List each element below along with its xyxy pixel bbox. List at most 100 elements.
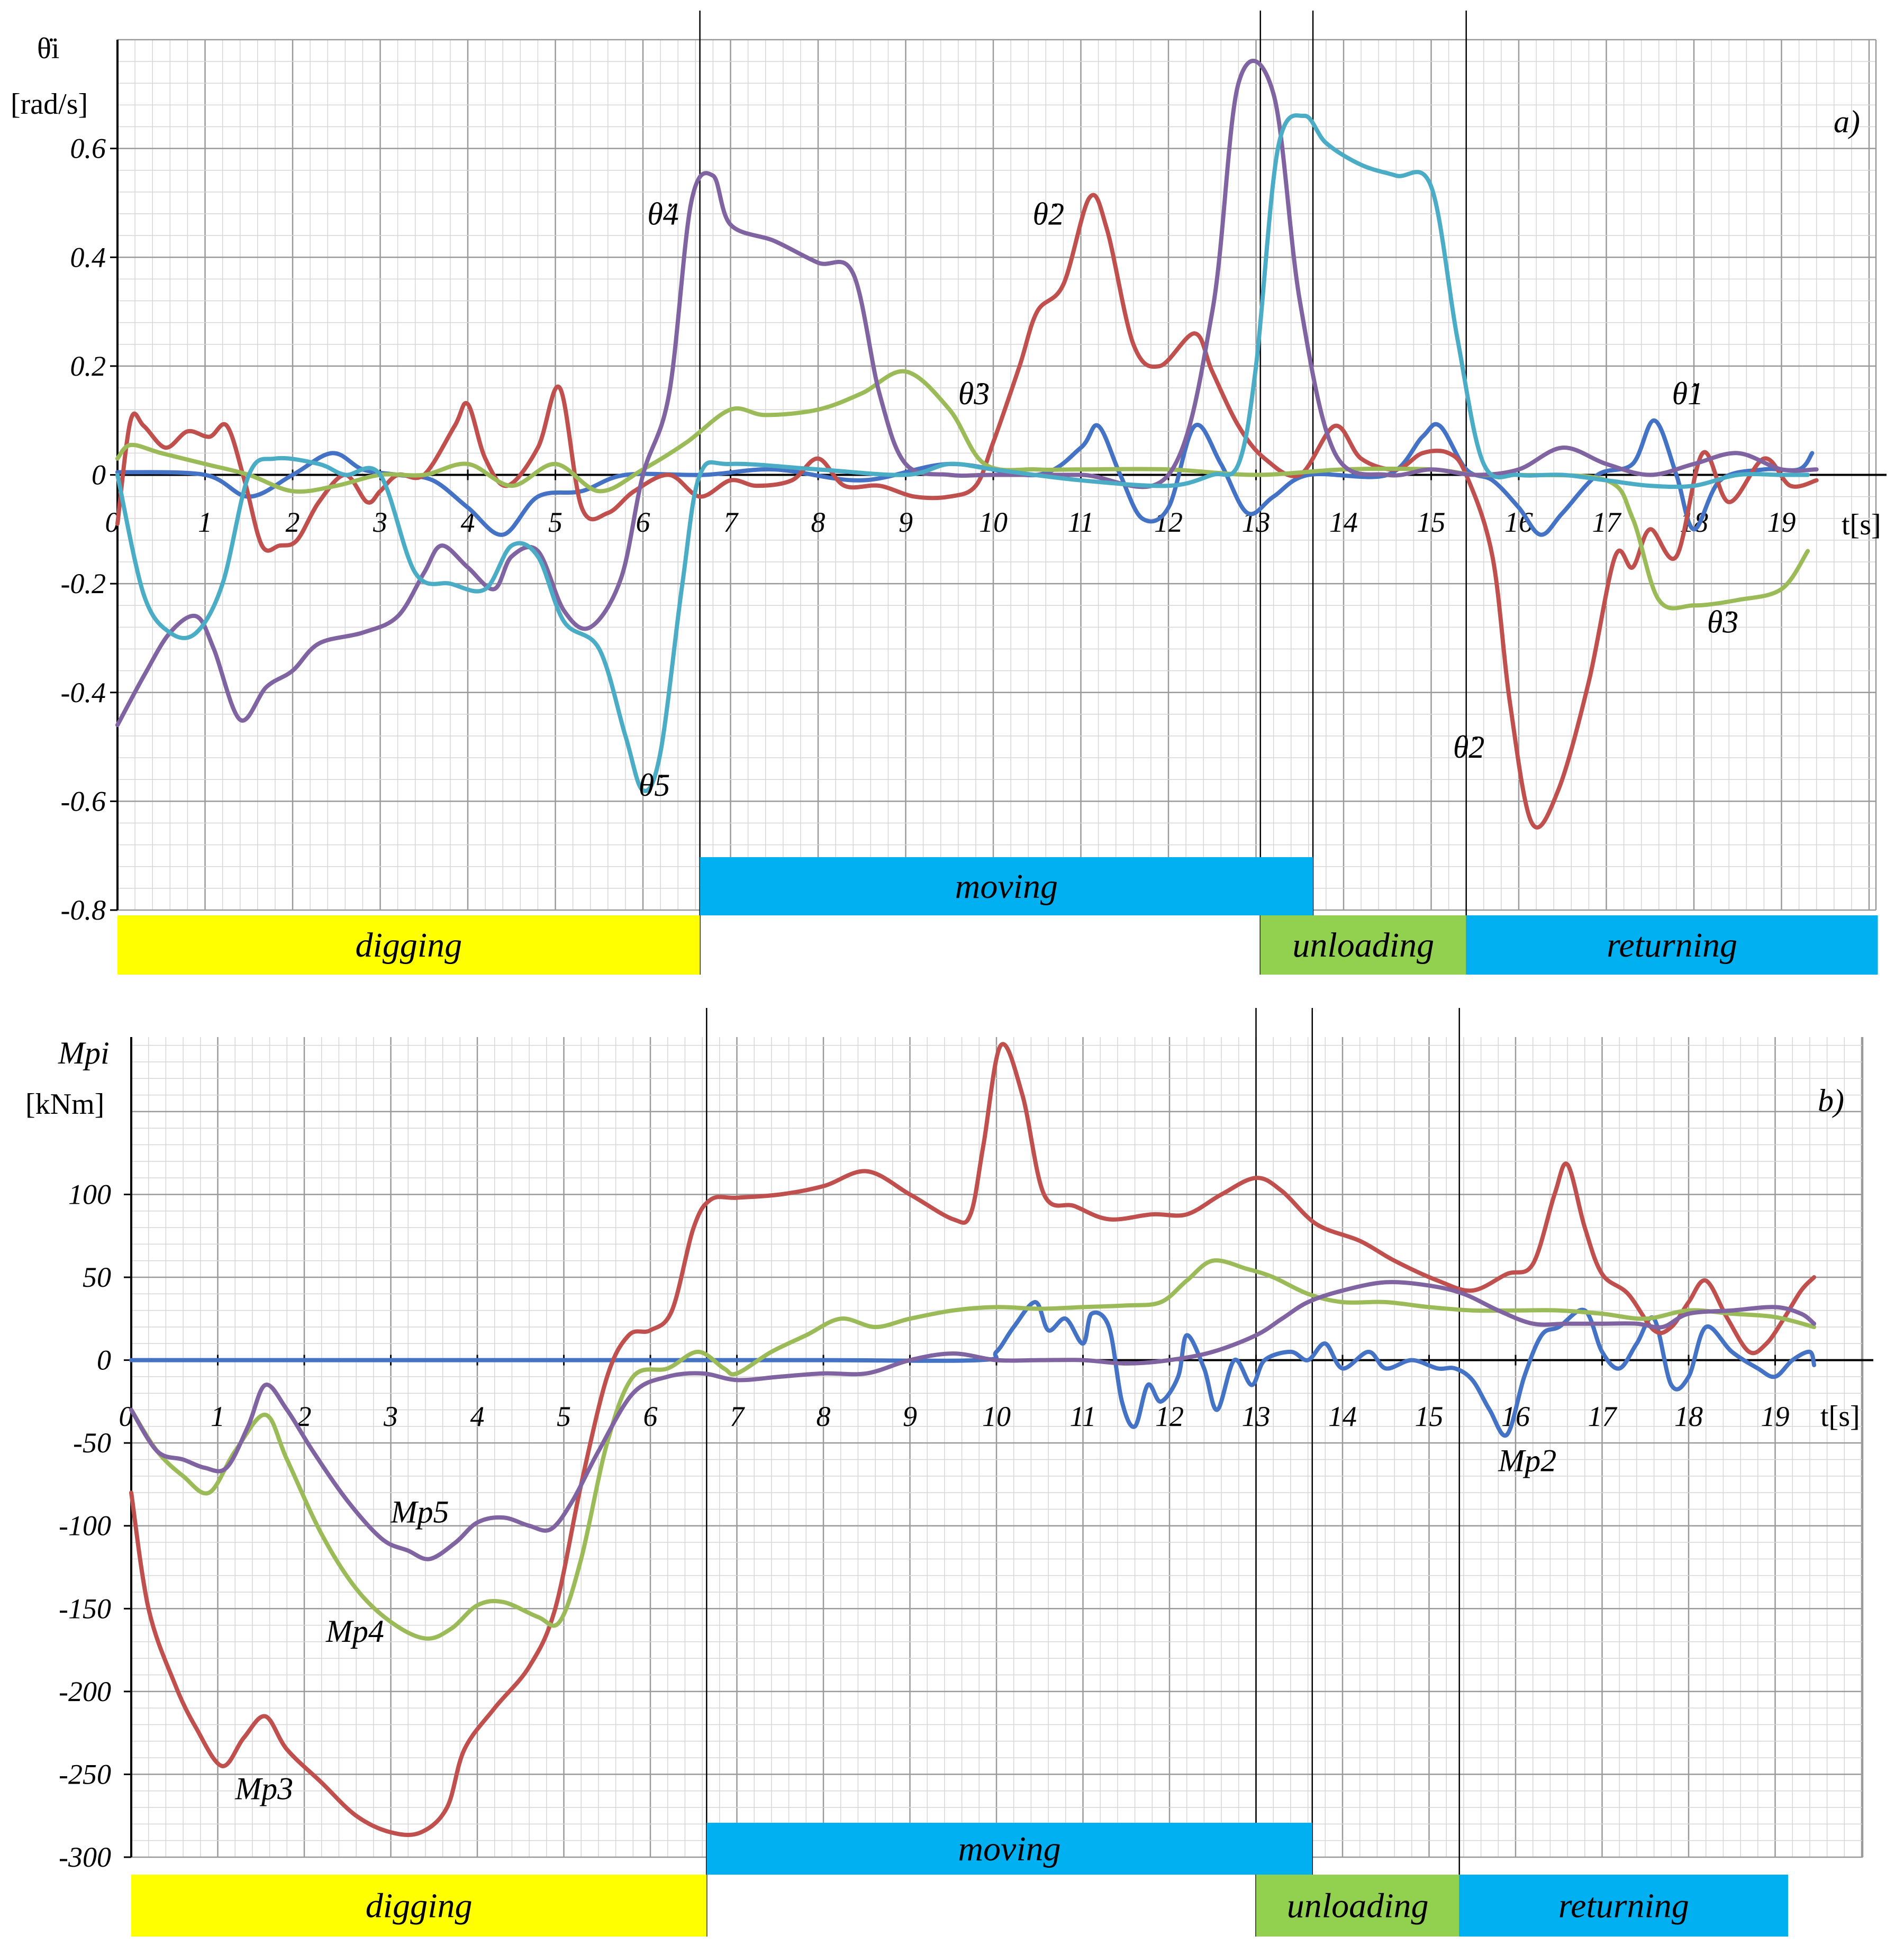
- y-tick-label: -250: [59, 1758, 111, 1790]
- series-annotation: θ̇5: [639, 768, 670, 803]
- x-tick-label: 8: [817, 1401, 831, 1432]
- x-tick-label: 13: [1242, 1401, 1271, 1432]
- panel-b-x-tick-labels: 0 1 2 3 4 5 6 7 8 9 10 11 12 13 14 15 16 17 18 19: [119, 1401, 1790, 1432]
- phase-bar-moving: [706, 1823, 1312, 1875]
- y-tick-label: -0.8: [61, 894, 106, 926]
- panel-b-phases: digging moving unloading returning: [131, 1823, 1789, 1937]
- series-line-θ̇4: [115, 59, 1819, 728]
- x-tick-label: 0: [119, 1401, 133, 1432]
- phase-bar-returning: [1466, 915, 1878, 975]
- phase-label-returning: returning: [1607, 926, 1737, 965]
- phase-bar-unloading: [1260, 915, 1466, 975]
- panel-a-title: a): [1834, 104, 1860, 139]
- x-tick-label: 9: [903, 1401, 917, 1432]
- x-tick-label: 5: [548, 506, 563, 538]
- y-tick-label: -150: [59, 1593, 111, 1624]
- y-tick-label: -0.6: [61, 785, 106, 817]
- panel-a-phases: digging moving unloading returning: [117, 857, 1878, 975]
- y-tick-label: 0.2: [70, 350, 106, 382]
- y-tick-label: 50: [83, 1261, 111, 1293]
- y-tick-label: 100: [68, 1178, 111, 1210]
- series-line-Mp4: [129, 1258, 1817, 1641]
- phase-bar-unloading: [1256, 1875, 1459, 1937]
- x-tick-label: 6: [636, 506, 650, 538]
- panel-a-phase-lines: [699, 11, 1467, 975]
- series-annotation: θ̇1: [1672, 376, 1703, 411]
- x-tick-label: 14: [1329, 506, 1358, 538]
- series-line-Mp3: [129, 1042, 1817, 1837]
- x-tick-label: 6: [643, 1401, 658, 1432]
- y-tick-label: 0: [97, 1344, 111, 1376]
- panel-b-series: [129, 1042, 1817, 1837]
- panel-b-annotations: Mp5 Mp4 Mp3 Mp2: [234, 1443, 1556, 1806]
- phase-label-digging: digging: [366, 1887, 473, 1925]
- series-line-Mp5: [129, 1280, 1817, 1561]
- series-line-θ̇1: [115, 418, 1815, 537]
- x-tick-label: 2: [286, 506, 300, 538]
- x-tick-label: 8: [811, 506, 826, 538]
- phase-label-returning: returning: [1558, 1887, 1689, 1925]
- series-line-θ̇5: [115, 113, 1810, 793]
- x-tick-label: 3: [373, 506, 387, 538]
- panel-a-ylabel-unit: [rad/s]: [11, 88, 88, 121]
- x-tick-label: 14: [1328, 1401, 1357, 1432]
- series-annotation: Mp5: [391, 1494, 449, 1529]
- x-tick-label: 7: [723, 506, 739, 538]
- phase-label-digging: digging: [355, 926, 462, 965]
- x-tick-label: 12: [1155, 1401, 1184, 1432]
- panel-a-ylabel-symbol: θ̇i: [37, 32, 59, 65]
- x-tick-label: 10: [979, 506, 1008, 538]
- x-tick-label: 19: [1761, 1401, 1790, 1432]
- panel-a-xlabel: t[s]: [1842, 508, 1881, 541]
- phase-label-unloading: unloading: [1292, 926, 1434, 965]
- y-tick-label: -50: [73, 1427, 111, 1459]
- y-tick-label: 0.4: [70, 241, 106, 273]
- panel-b-grid: [130, 1037, 1864, 1858]
- panel-b-y-tick-labels: -300 -250 -200 -150 -100 -50 0 50 100: [59, 1178, 111, 1873]
- series-annotation: Mp2: [1498, 1443, 1556, 1478]
- phase-label-moving: moving: [958, 1830, 1060, 1868]
- panel-a-annotations: θ̇4 θ̇2 θ̇3 θ̇1 θ̇3 θ̇5 θ̇2: [639, 197, 1739, 803]
- x-tick-label: 5: [557, 1401, 571, 1432]
- x-tick-label: 15: [1415, 1401, 1444, 1432]
- phase-bar-digging: [131, 1875, 707, 1937]
- x-tick-label: 9: [899, 506, 913, 538]
- y-tick-label: -0.2: [61, 568, 106, 599]
- series-annotation: θ̇3: [1707, 605, 1738, 640]
- x-tick-label: 11: [1068, 506, 1094, 538]
- panel-b-ylabel-unit: [kNm]: [25, 1088, 104, 1121]
- panel-b-xlabel: t[s]: [1820, 1400, 1860, 1433]
- phase-bar-moving: [700, 857, 1313, 915]
- x-tick-label: 3: [383, 1401, 398, 1432]
- x-tick-label: 19: [1767, 506, 1796, 538]
- x-tick-label: 10: [982, 1401, 1011, 1432]
- x-tick-label: 17: [1592, 506, 1622, 538]
- phase-label-moving: moving: [955, 867, 1058, 906]
- series-annotation: θ̇2: [1453, 730, 1484, 765]
- x-tick-label: 1: [198, 506, 212, 538]
- series-annotation: Mp4: [325, 1614, 384, 1649]
- x-tick-label: 11: [1070, 1401, 1096, 1432]
- panel-a-x-tick-labels: 0 1 2 3 4 5 6 7 8 9 10 11 12 13 14 15 16 17 18 19: [105, 506, 1796, 538]
- phase-label-unloading: unloading: [1287, 1887, 1429, 1925]
- x-tick-label: 7: [730, 1401, 745, 1432]
- phase-bar-returning: [1459, 1875, 1789, 1937]
- series-annotation: θ̇4: [647, 197, 678, 232]
- y-tick-label: -200: [59, 1676, 111, 1707]
- panel-b-title: b): [1818, 1083, 1844, 1118]
- panel-b-phase-lines: [706, 1008, 1460, 1937]
- x-tick-label: 4: [470, 1401, 485, 1432]
- phase-bar-digging: [117, 915, 700, 975]
- y-tick-label: -300: [59, 1841, 111, 1873]
- series-line-θ̇2: [115, 193, 1819, 830]
- panel-b-ylabel-symbol: Mpi: [58, 1035, 110, 1070]
- x-tick-label: 17: [1588, 1401, 1618, 1432]
- x-tick-label: 15: [1417, 506, 1446, 538]
- panel-a-series: [115, 59, 1819, 830]
- panel-a-y-tick-labels: -0.8 -0.6 -0.4 -0.2 0 0.2 0.4 0.6: [61, 133, 106, 926]
- x-tick-label: 18: [1674, 1401, 1703, 1432]
- y-tick-label: -100: [59, 1510, 111, 1542]
- y-tick-label: -0.4: [61, 677, 106, 708]
